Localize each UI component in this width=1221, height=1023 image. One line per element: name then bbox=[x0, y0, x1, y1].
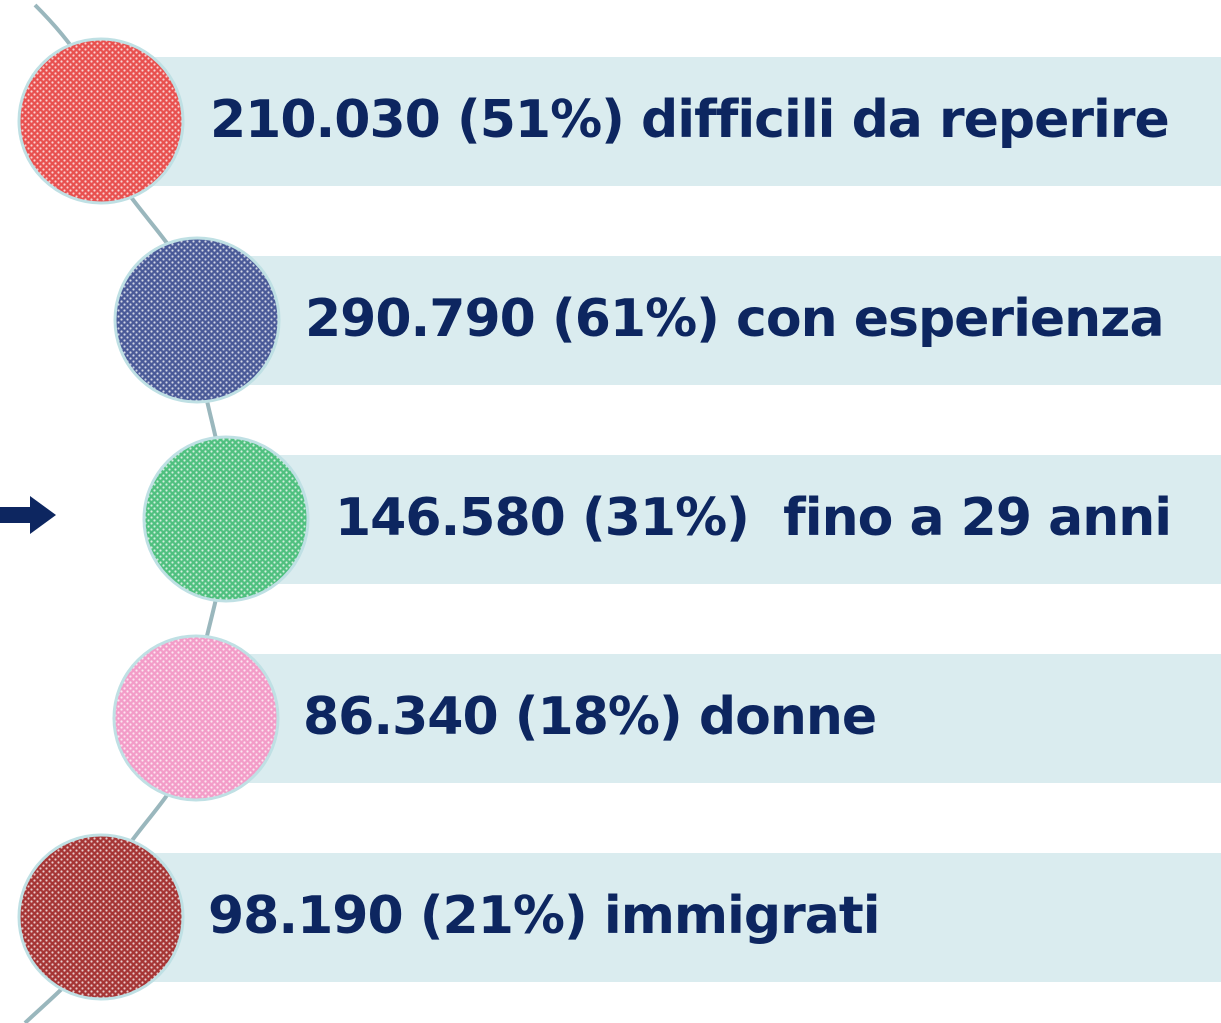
item-label: 210.030 (51%) difficili da reperire bbox=[210, 90, 1169, 150]
band bbox=[196, 654, 1221, 783]
band bbox=[101, 853, 1221, 982]
bullet-circle bbox=[142, 435, 310, 603]
bullet-circle bbox=[17, 37, 185, 205]
arrow bbox=[0, 496, 56, 534]
bullet-circle bbox=[112, 634, 280, 802]
item-label: 146.580 (31%) fino a 29 anni bbox=[335, 488, 1171, 548]
bullet-circle bbox=[17, 833, 185, 1001]
band bbox=[101, 57, 1221, 186]
band bbox=[197, 256, 1221, 385]
item-label: 290.790 (61%) con esperienza bbox=[305, 289, 1164, 349]
item-label: 86.340 (18%) donne bbox=[303, 687, 876, 747]
bullet-circle bbox=[113, 236, 281, 404]
band bbox=[226, 455, 1221, 584]
item-label: 98.190 (21%) immigrati bbox=[208, 886, 880, 946]
